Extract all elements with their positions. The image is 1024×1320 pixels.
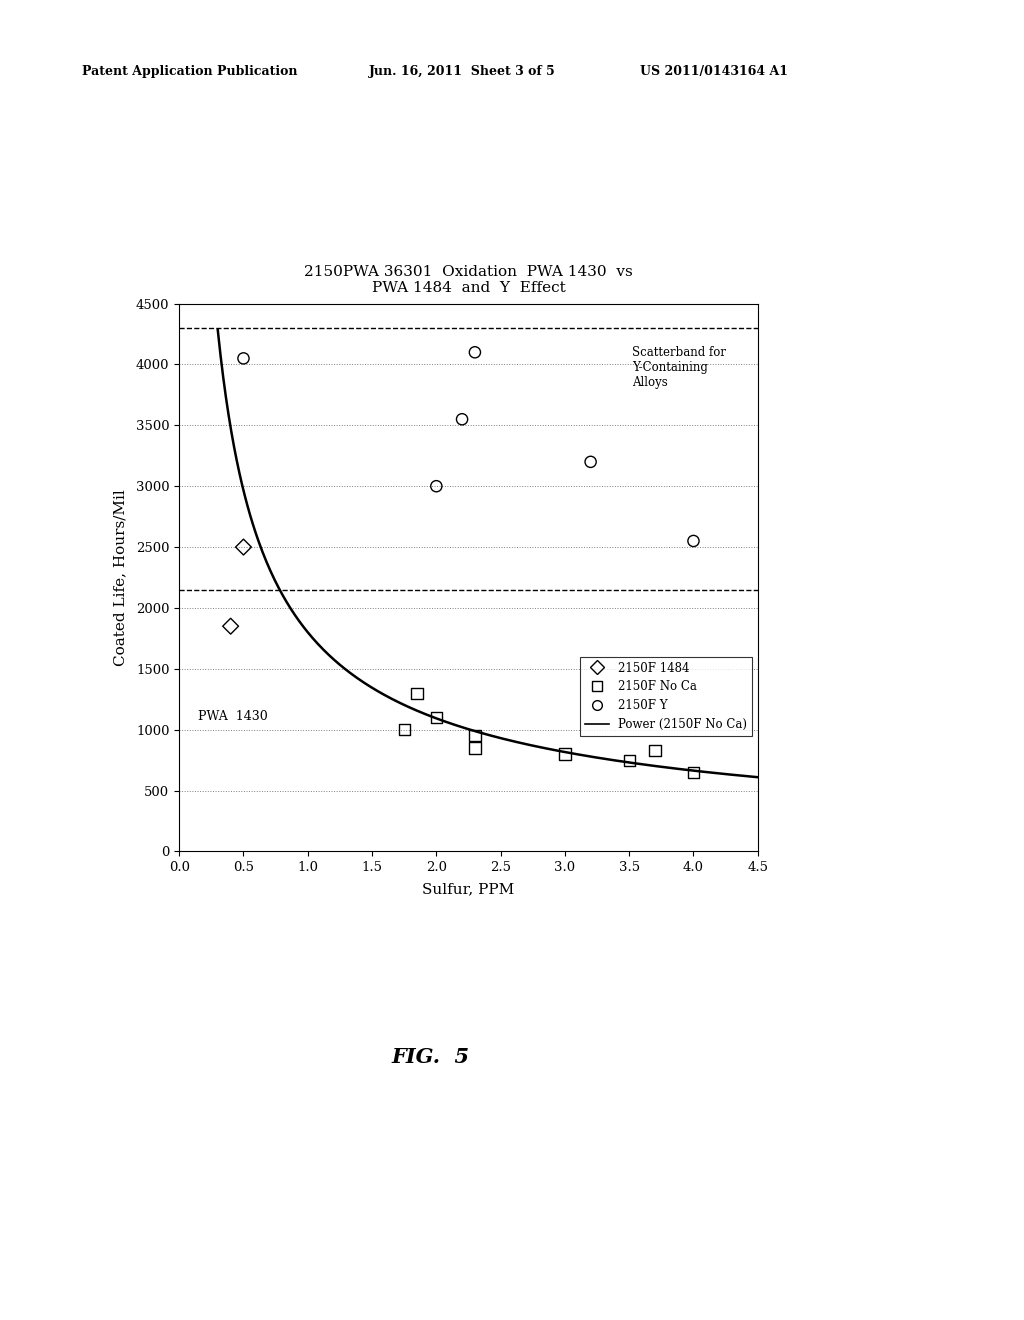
Point <box>647 739 664 760</box>
Point <box>236 536 252 557</box>
Legend: 2150F 1484, 2150F No Ca, 2150F Y, Power (2150F No Ca): 2150F 1484, 2150F No Ca, 2150F Y, Power … <box>581 657 752 737</box>
Point <box>454 409 470 430</box>
Text: Jun. 16, 2011  Sheet 3 of 5: Jun. 16, 2011 Sheet 3 of 5 <box>369 65 555 78</box>
Point <box>467 342 483 363</box>
Title: 2150PWA 36301  Oxidation  PWA 1430  vs
PWA 1484  and  Y  Effect: 2150PWA 36301 Oxidation PWA 1430 vs PWA … <box>304 265 633 296</box>
Point <box>222 615 239 636</box>
X-axis label: Sulfur, PPM: Sulfur, PPM <box>422 883 515 896</box>
Point <box>428 708 444 729</box>
Point <box>396 719 413 741</box>
Y-axis label: Coated Life, Hours/Mil: Coated Life, Hours/Mil <box>114 490 128 665</box>
Point <box>583 451 599 473</box>
Text: US 2011/0143164 A1: US 2011/0143164 A1 <box>640 65 788 78</box>
Point <box>557 743 573 764</box>
Point <box>236 348 252 370</box>
Text: PWA  1430: PWA 1430 <box>199 710 268 723</box>
Point <box>409 682 425 704</box>
Point <box>428 475 444 496</box>
Point <box>685 762 701 783</box>
Point <box>467 725 483 746</box>
Text: FIG.  5: FIG. 5 <box>391 1047 469 1067</box>
Text: Patent Application Publication: Patent Application Publication <box>82 65 297 78</box>
Point <box>685 531 701 552</box>
Text: Scatterband for
Y-Containing
Alloys: Scatterband for Y-Containing Alloys <box>632 346 726 389</box>
Point <box>467 738 483 759</box>
Point <box>621 750 637 771</box>
